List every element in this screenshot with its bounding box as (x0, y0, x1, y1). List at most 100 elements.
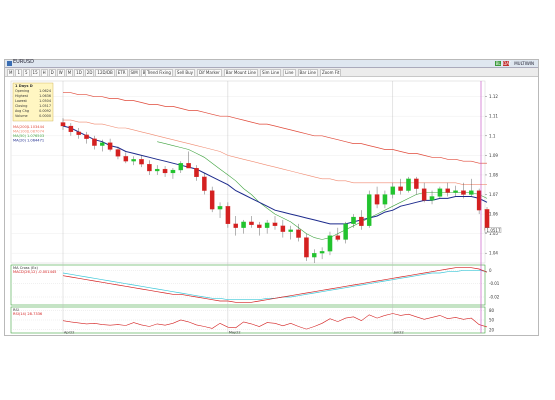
candle-body-34 (327, 235, 333, 252)
quote-label-3: Closing (15, 104, 27, 108)
toolbar-button-3[interactable]: 15 (30, 69, 40, 77)
candle-body-2 (76, 131, 81, 135)
app-icon (7, 61, 12, 66)
candle-body-16 (186, 163, 191, 169)
candle-body-27 (272, 222, 278, 226)
toolbar-button-7[interactable]: M (65, 69, 74, 77)
ma-legend-label-3: MA(20) (13, 139, 27, 143)
last-price-label: 1.0517 (487, 228, 501, 233)
candle-body-40 (374, 194, 380, 205)
toolbar-button-5[interactable]: D (48, 69, 56, 77)
ma200-line (63, 92, 487, 164)
ma20-line (62, 125, 488, 225)
dat-button[interactable]: DAT (503, 61, 512, 66)
ma-legend-value-3: 1.064471 (27, 139, 44, 143)
candle-body-19 (209, 190, 215, 210)
candle-body-6 (107, 142, 113, 150)
candle-body-29 (288, 229, 293, 232)
candle-body-5 (99, 142, 105, 146)
candle-body-45 (414, 178, 419, 189)
candle-body-47 (429, 196, 435, 201)
quote-label-1: Highest (15, 94, 29, 98)
price-plot-area (10, 80, 486, 264)
toolbar-button-1[interactable]: 1 (15, 69, 22, 77)
candle-body-46 (421, 188, 427, 201)
candle-body-31 (304, 237, 309, 258)
candle-body-9 (131, 159, 136, 162)
candle-body-20 (217, 206, 223, 210)
candle-body-28 (280, 225, 286, 232)
quote-value-4: 0.0092 (39, 109, 51, 113)
quote-value-0: 1.0624 (39, 89, 51, 93)
candle-body-35 (335, 235, 341, 240)
price-tick-label-0: 1.12 (489, 94, 498, 99)
candle-body-53 (476, 190, 482, 211)
toolbar-button-9[interactable]: 2D (84, 69, 95, 77)
x-tick-label-1: May22 (229, 331, 241, 335)
toolbar-button-0[interactable]: M (7, 69, 15, 77)
macd-plot-area (10, 264, 486, 306)
quote-label-0: Opening (15, 89, 29, 93)
toolbar-button-12[interactable]: SIM (128, 69, 140, 77)
chart-tool-7[interactable]: Zoom Fit (319, 69, 342, 77)
price-tick-label-8: 1.04 (489, 251, 498, 256)
quote-box (12, 82, 54, 122)
chart-tool-1[interactable]: Sell Buy (174, 69, 196, 77)
price-chart-svg[interactable]: 1.12 1.11 1.1 1.09 1.08 1.07 1.06 1.05 1.04 Apr22… (5, 77, 538, 335)
chart-tool-2[interactable]: Dif Marker (197, 69, 222, 77)
toolbar-button-2[interactable]: 5 (23, 69, 30, 77)
candle-body-44 (406, 178, 411, 191)
toolbar-button-10[interactable]: 12D/DB (95, 69, 115, 77)
candle-body-50 (453, 190, 458, 193)
multiwin-menu[interactable]: MULTIWIN (514, 61, 534, 66)
quote-value-5: 0.0000 (39, 114, 51, 118)
candle-body-1 (68, 125, 74, 132)
candle-body-22 (233, 223, 239, 228)
quote-value-1: 1.0636 (39, 94, 51, 98)
quote-label-5: Volume (15, 114, 28, 118)
candle-body-42 (390, 186, 396, 195)
price-tick-label-2: 1.1 (489, 133, 496, 138)
chart-window: EURUSD BL DAT MULTIWIN M 1 5 15 H D W M 1D 2D 12D/… (4, 59, 539, 336)
macd-tick-label-2: -0.02 (489, 295, 500, 300)
price-tick-label-6: 1.06 (489, 212, 498, 217)
toolbar-button-4[interactable]: H (40, 69, 48, 77)
candle-body-18 (202, 176, 207, 191)
candle-body-43 (398, 186, 403, 191)
chart-tool-3[interactable]: Bar Mount Line (223, 69, 259, 77)
x-tick-label-0: Apr22 (64, 331, 75, 335)
rsi-legend: RSI(14) 28.7336 (13, 312, 43, 316)
quote-label-2: Lowest (15, 99, 28, 103)
bl-button[interactable]: BL (495, 61, 502, 66)
candle-body-30 (296, 229, 301, 238)
price-tick-label-7: 1.05 (489, 231, 498, 236)
quote-label-4: Avg Chg (15, 109, 29, 113)
ma-legend-label-0: MA(200) (13, 125, 29, 129)
price-tick-label-1: 1.11 (489, 114, 498, 119)
candle-body-17 (194, 167, 199, 177)
candle-body-49 (445, 188, 451, 193)
rsi-tick-label-1: 50 (489, 318, 495, 323)
rsi-tick-label-0: 80 (489, 308, 495, 313)
x-tick-label-2: Jun22 (393, 331, 404, 335)
candle-body-37 (351, 216, 356, 224)
candle-body-15 (178, 163, 184, 171)
candle-body-25 (257, 224, 262, 228)
chart-tool-6[interactable]: Bar Line (297, 69, 318, 77)
macd-title: MA Cross (Ex) (13, 266, 38, 270)
chart-tool-0[interactable]: Trend Fixing (145, 69, 173, 77)
chart-tool-5[interactable]: Line (283, 69, 296, 77)
toolbar-button-11[interactable]: ETR (115, 69, 128, 77)
candle-body-48 (437, 188, 443, 197)
price-tick-label-5: 1.07 (489, 192, 498, 197)
toolbar-button-8[interactable]: 1D (74, 69, 84, 77)
rsi-title: RSI (13, 308, 19, 312)
candle-body-51 (461, 190, 466, 195)
candle-body-33 (319, 251, 325, 254)
candle-body-23 (241, 221, 246, 228)
candle-body-21 (225, 206, 231, 224)
toolbar-button-6[interactable]: W (56, 69, 65, 77)
chart-tool-4[interactable]: Sim Line (260, 69, 282, 77)
window-title: EURUSD (13, 59, 34, 65)
